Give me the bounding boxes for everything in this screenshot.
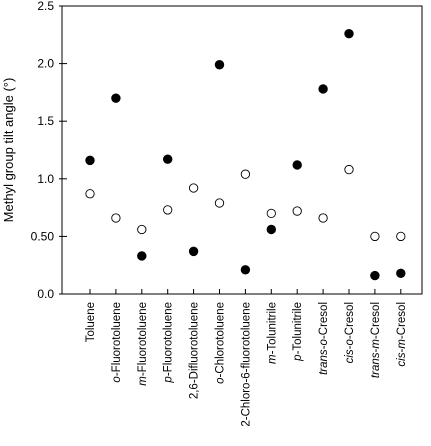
open-point [214, 198, 225, 208]
open-point [344, 164, 354, 175]
x-tick-label: cis-m-Cresol [396, 302, 408, 367]
open-point [85, 189, 95, 199]
filled-point [292, 160, 302, 170]
y-tick-label: 1.0 [37, 172, 54, 186]
filled-point [266, 224, 277, 235]
x-tick-label: p-Tolunitrile [292, 302, 304, 362]
x-axis: Toluene o-Fluorotoluene m-Fluorotoluene p-F… [85, 289, 408, 427]
open-point [396, 231, 406, 242]
y-tick-label: 0.50 [31, 229, 55, 243]
x-tick-label: m-Tolunitrile [266, 302, 278, 364]
x-tick-label: o-Chlorotoluene [215, 302, 227, 384]
open-point [318, 213, 328, 223]
filled-point [85, 155, 95, 166]
filled-point [344, 28, 354, 39]
x-tick-label: trans-m-Cresol [370, 302, 382, 378]
x-tick-label: o-Fluorotoluene [111, 302, 123, 383]
open-point [370, 231, 380, 242]
filled-point [214, 60, 225, 70]
x-tick-label: Toluene [85, 302, 97, 342]
filled-point [318, 84, 328, 94]
x-tick-label: cis-o-Cresol [344, 302, 356, 363]
plot-border [61, 5, 423, 295]
filled-point [188, 246, 199, 257]
y-tick-label: 0.0 [37, 287, 54, 301]
filled-point [396, 268, 406, 278]
open-point [240, 169, 251, 179]
y-tick-label: 2.5 [37, 0, 54, 13]
y-tick-label: 2.0 [37, 57, 54, 71]
filled-point [370, 270, 380, 281]
plot-frame [61, 5, 423, 295]
open-point [292, 206, 302, 216]
x-tick-label: 2,6-Difluorotoluene [189, 302, 201, 399]
y-axis: 0.0 0.50 1.0 1.5 2.0 2.5 [31, 0, 67, 301]
filled-point [137, 251, 147, 261]
open-point [163, 205, 173, 215]
open-point [188, 183, 199, 193]
x-tick-label: trans-o-Cresol [318, 302, 330, 375]
open-point [266, 208, 276, 219]
x-tick-label: p-Fluorotoluene [163, 302, 175, 384]
x-tick-label: m-Fluorotoluene [137, 302, 149, 386]
filled-point [111, 93, 121, 103]
x-tick-label: 2-Chloro-6-fluorotoluene [240, 302, 252, 427]
data-points [85, 28, 406, 281]
open-point [111, 213, 121, 223]
y-tick-label: 1.5 [37, 114, 54, 128]
open-point [137, 224, 147, 235]
filled-point [240, 265, 251, 275]
y-axis-label: Methyl group tilt angle (°) [1, 78, 16, 223]
filled-point [162, 154, 173, 164]
